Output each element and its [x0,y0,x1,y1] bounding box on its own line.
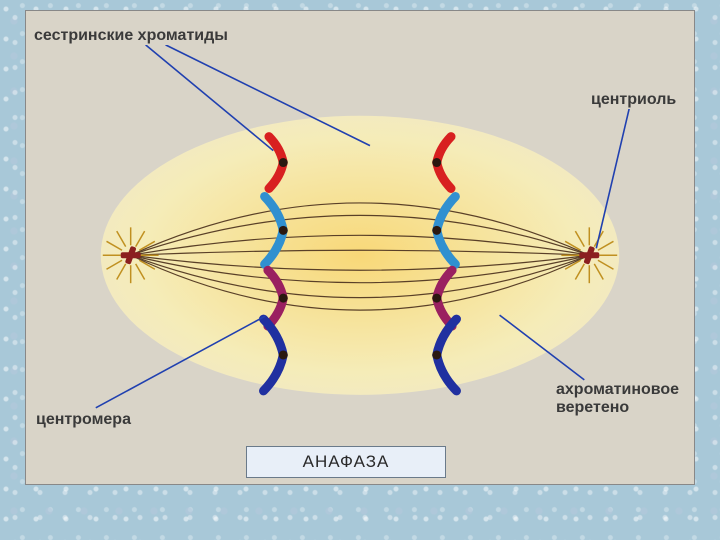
title-box: АНАФАЗА [246,446,446,478]
centromere-dot [279,226,288,235]
centromere-dot [279,350,288,359]
cell-body [101,116,619,395]
centromere-dot [432,158,441,167]
label-sister-chromatids: сестринские хроматиды [34,27,228,45]
centromere-dot [279,158,288,167]
callout-line [146,45,274,151]
diagram-panel: сестринские хроматиды центриоль центроме… [25,10,695,485]
title-text: АНАФАЗА [303,452,390,472]
label-centromere: центромера [36,411,131,429]
centromere-dot [432,350,441,359]
centromere-dot [432,294,441,303]
label-spindle: ахроматиновое веретено [556,381,679,417]
label-centriole: центриоль [591,91,676,109]
centromere-dot [432,226,441,235]
centromere-dot [279,294,288,303]
